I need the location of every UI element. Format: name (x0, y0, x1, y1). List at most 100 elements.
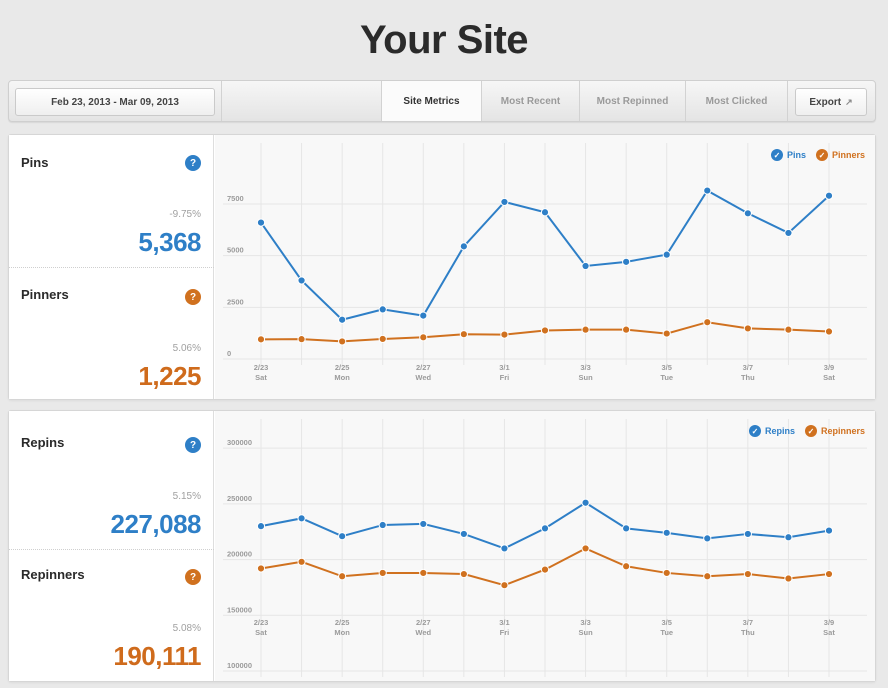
stat-label-repins: Repins (21, 435, 65, 450)
data-point-repins (784, 533, 793, 542)
question-icon[interactable]: ? (185, 155, 201, 171)
data-point-repinners (256, 564, 266, 573)
data-point-pinners (256, 335, 266, 344)
toolbar-divider (787, 81, 788, 121)
data-point-repins (500, 544, 509, 553)
tab-most-repinned[interactable]: Most Repinned (579, 81, 685, 121)
data-point-pinners (338, 337, 347, 346)
y-tick-label: 250000 (227, 494, 252, 503)
tab-most-clicked[interactable]: Most Clicked (685, 81, 787, 121)
x-tick-day-label: Sat (823, 373, 835, 382)
tab-site-metrics[interactable]: Site Metrics (381, 81, 481, 121)
stat-value-repins: 227,088 (110, 509, 202, 539)
data-point-repins (459, 529, 468, 539)
pins-chart: 0 2500 5000 7500 2/23 Sat 2/25 Mon 2/27 Wed 3/1 Fri… (215, 135, 875, 399)
x-tick-day-label: Sun (578, 628, 593, 637)
data-point-repinners (662, 568, 671, 578)
x-tick-label: 3/7 (743, 363, 753, 372)
data-point-repins (743, 529, 752, 539)
y-tick-label: 7500 (227, 194, 244, 203)
tab-label: Site Metrics (403, 95, 460, 107)
chart-legend: ✓ Pins ✓ Pinners (770, 149, 865, 161)
repins-panel: Repins ? 5.15% 227,088 Repinners ? 5.08%… (8, 410, 876, 682)
question-icon[interactable]: ? (185, 437, 201, 453)
data-point-repins (338, 532, 347, 541)
legend-item-repinners[interactable]: ✓ Repinners (804, 425, 865, 437)
data-point-pins (581, 261, 590, 271)
x-tick-label: 3/9 (824, 363, 834, 372)
data-point-repins (703, 534, 712, 543)
external-link-icon: ↗ (845, 96, 853, 107)
data-point-pinners (459, 330, 468, 339)
data-point-pinners (743, 324, 752, 333)
data-point-repins (662, 528, 671, 537)
data-point-pinners (581, 325, 590, 334)
x-tick-day-label: Fri (500, 373, 510, 382)
data-point-pins (784, 228, 793, 238)
question-icon[interactable]: ? (185, 289, 201, 305)
date-range-label: Feb 23, 2013 - Mar 09, 2013 (51, 96, 179, 108)
data-point-repinners (297, 557, 306, 566)
legend-item-pins[interactable]: ✓ Pins (770, 149, 806, 161)
x-tick-day-label: Tue (660, 373, 673, 382)
data-point-repinners (581, 544, 590, 553)
date-range-picker[interactable]: Feb 23, 2013 - Mar 09, 2013 (15, 88, 215, 116)
legend-item-repins[interactable]: ✓ Repins (748, 425, 795, 437)
data-point-pins (743, 209, 752, 218)
data-point-repinners (419, 568, 428, 578)
x-tick-label: 3/9 (824, 618, 834, 627)
data-point-pinners (703, 318, 712, 327)
data-point-pins (662, 250, 671, 259)
export-button[interactable]: Export ↗ (795, 88, 867, 116)
x-tick-day-label: Sat (255, 373, 267, 382)
x-tick-label: 2/25 (335, 363, 350, 372)
x-tick-label: 3/5 (661, 363, 671, 372)
x-tick-day-label: Wed (415, 628, 431, 637)
data-point-pinners (662, 329, 671, 338)
x-tick-day-label: Mon (334, 628, 350, 637)
data-point-repins (824, 526, 834, 535)
x-tick-label: 3/1 (499, 363, 509, 372)
x-tick-day-label: Sat (255, 628, 267, 637)
data-point-pinners (824, 327, 834, 336)
stat-label-pinners: Pinners (21, 287, 69, 302)
x-tick-day-label: Sat (823, 628, 835, 637)
data-point-pins (540, 208, 550, 217)
x-tick-day-label: Mon (334, 373, 350, 382)
data-point-repins (622, 524, 631, 533)
page-title: Your Site (359, 18, 529, 62)
data-point-pinners (500, 330, 509, 339)
tab-label: Most Repinned (596, 95, 669, 107)
x-tick-label: 3/3 (580, 363, 590, 372)
data-point-pinners (540, 326, 550, 335)
data-point-repins (419, 519, 428, 529)
legend-item-pinners[interactable]: ✓ Pinners (815, 149, 865, 161)
y-tick-label: 0 (227, 349, 231, 358)
legend-label: Pinners (831, 150, 865, 160)
x-tick-day-label: Thu (741, 628, 755, 637)
x-tick-label: 3/7 (743, 618, 753, 627)
question-icon[interactable]: ? (185, 569, 201, 585)
x-tick-label: 3/5 (661, 618, 671, 627)
stat-value-repinners: 190,111 (113, 641, 201, 671)
data-point-pinners (419, 333, 428, 342)
check-icon: ✓ (770, 149, 783, 161)
stat-value-pins: 5,368 (138, 227, 201, 257)
data-point-repinners (459, 569, 468, 579)
check-icon: ✓ (804, 425, 817, 437)
pins-chart-svg: 02500500075002/23Sat2/25Mon2/27Wed3/1Fri… (223, 143, 867, 382)
check-icon: ✓ (815, 149, 828, 161)
stat-label-repinners: Repinners (21, 567, 85, 582)
tab-label: Most Recent (500, 95, 561, 107)
toolbar-divider (221, 81, 222, 121)
tab-most-recent[interactable]: Most Recent (481, 81, 579, 121)
chart-legend: ✓ Repins ✓ Repinners (748, 425, 865, 437)
y-tick-label: 2500 (227, 297, 244, 306)
data-point-repinners (500, 581, 509, 590)
repins-chart-svg: 1000001500002000002500003000002/23Sat2/2… (223, 419, 867, 677)
data-point-repins (581, 498, 590, 507)
data-point-pinners (378, 334, 387, 344)
data-point-repinners (743, 569, 752, 579)
stat-change-pinners: 5.06% (172, 343, 201, 354)
check-icon: ✓ (748, 425, 761, 437)
